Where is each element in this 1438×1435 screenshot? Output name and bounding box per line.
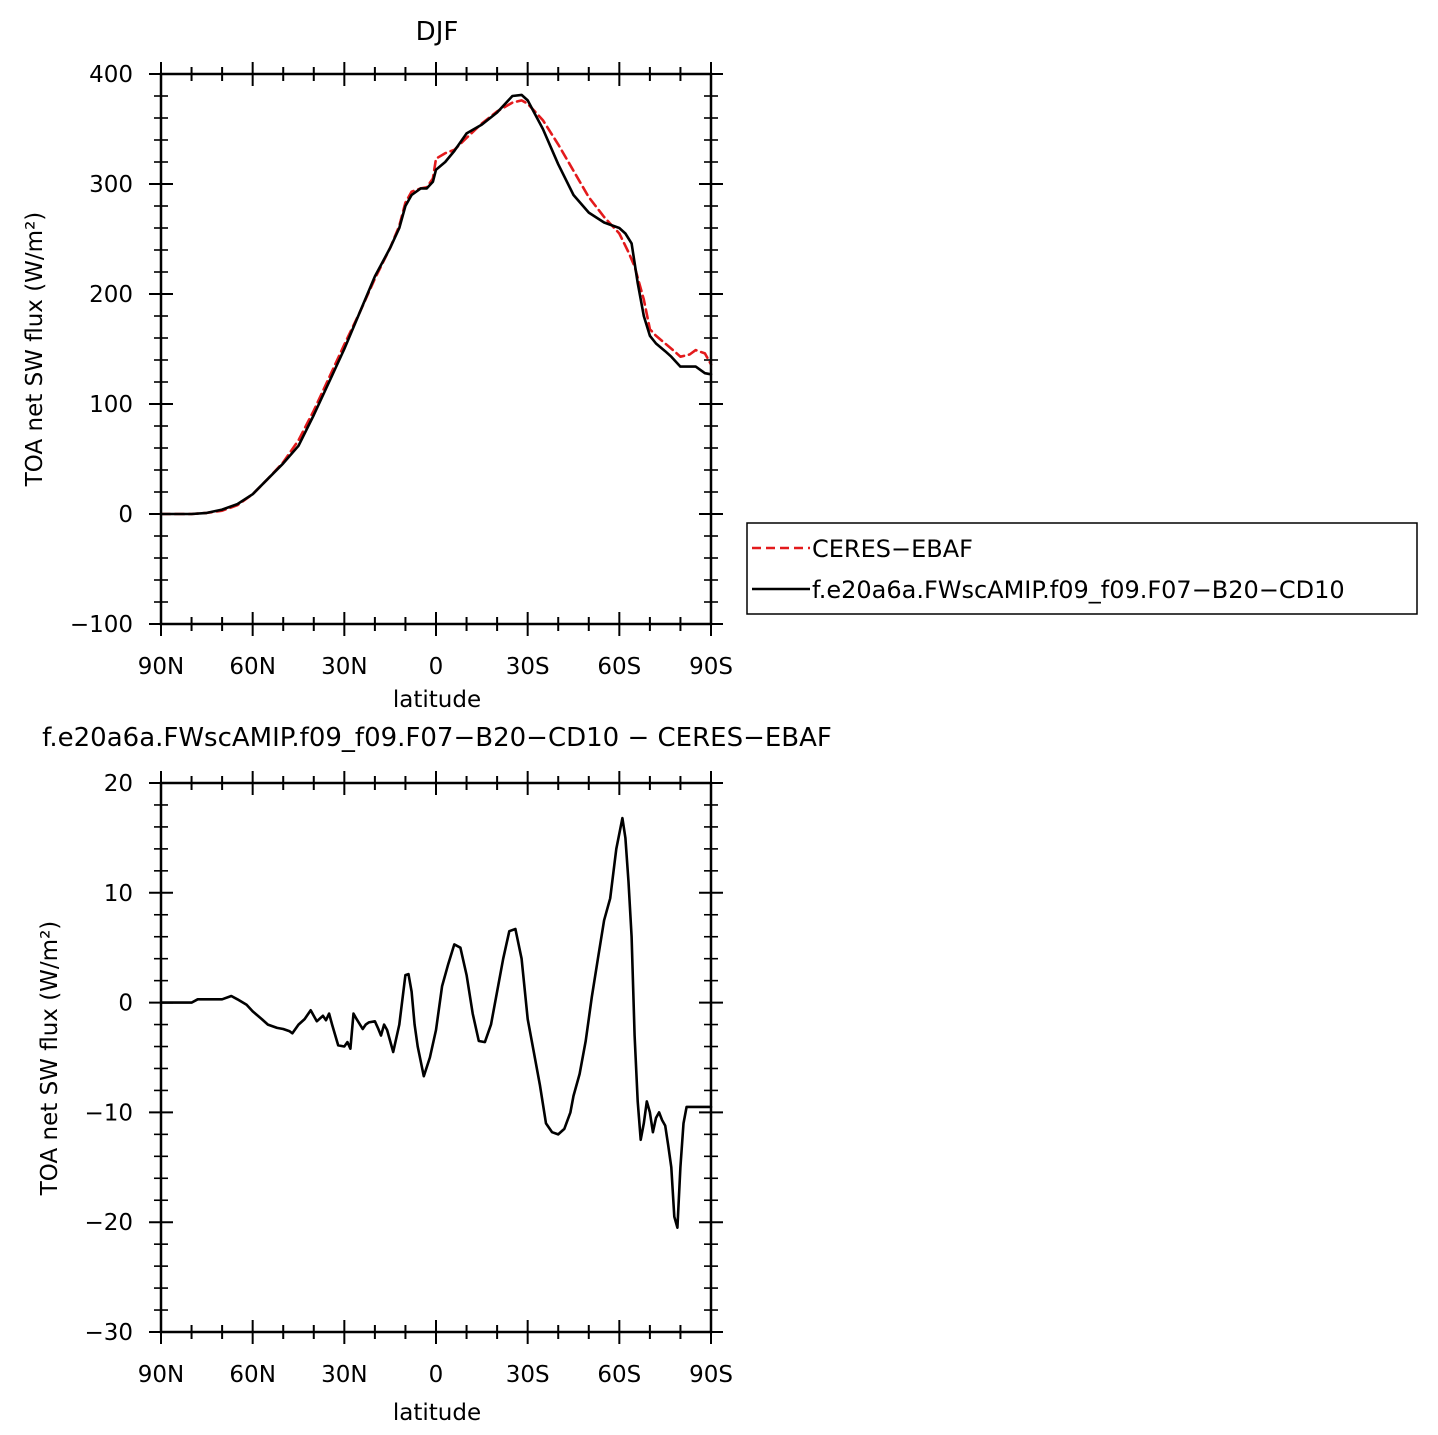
difference-x-tick-label: 30S [506, 1362, 550, 1388]
legend-label-model: f.e20a6a.FWscAMIP.f09_f09.F07−B20−CD10 [812, 576, 1345, 604]
flux-series-line-1 [159, 93, 713, 516]
difference-y-tick-label: −20 [84, 1210, 133, 1236]
flux-y-tick-label: 0 [118, 502, 133, 528]
flux-series-line-0 [159, 99, 713, 516]
difference-panel-title: f.e20a6a.FWscAMIP.f09_f09.F07−B20−CD10 −… [42, 723, 832, 753]
flux-y-tick-label: 300 [89, 172, 133, 198]
difference-axes: 90N 60N 30N 0 30S 60S 90S 20 10 0 −10 −20 −30 [84, 771, 733, 1388]
difference-x-tick-label: 30N [321, 1362, 367, 1388]
flux-axes: 90N 60N 30N 0 30S 60S 90S 400 300 200 100 0 −100 [70, 62, 733, 680]
difference-x-tick-label: 90S [689, 1362, 733, 1388]
legend-label-ceres: CERES−EBAF [812, 535, 973, 563]
flux-y-tick-label: 100 [89, 392, 133, 418]
legend-box [746, 522, 1418, 615]
flux-series [159, 93, 713, 516]
difference-x-tick-label: 90N [138, 1362, 184, 1388]
difference-panel: f.e20a6a.FWscAMIP.f09_f09.F07−B20−CD10 −… [37, 723, 832, 1426]
flux-plot-frame [159, 72, 713, 626]
flux-x-tick-label: 90S [689, 654, 733, 680]
difference-x-tick-label: 60N [229, 1362, 275, 1388]
legend: CERES−EBAF f.e20a6a.FWscAMIP.f09_f09.F07… [746, 522, 1418, 615]
flux-x-tick-label: 30S [506, 654, 550, 680]
difference-x-axis-label: latitude [393, 1400, 481, 1426]
difference-series-line-0 [159, 816, 713, 1229]
flux-y-axis-label: TOA net SW flux (W/m²) [22, 212, 48, 488]
flux-y-tick-label: −100 [70, 612, 133, 638]
difference-y-tick-label: 10 [104, 881, 133, 907]
flux-x-tick-label: 90N [138, 654, 184, 680]
flux-y-tick-label: 200 [89, 282, 133, 308]
flux-x-tick-label: 60S [597, 654, 641, 680]
difference-series [159, 816, 713, 1229]
flux-panel-title: DJF [416, 17, 459, 47]
difference-x-tick-label: 0 [429, 1362, 444, 1388]
flux-y-tick-label: 400 [89, 62, 133, 88]
difference-y-tick-label: −30 [84, 1320, 133, 1346]
flux-x-tick-label: 60N [229, 654, 275, 680]
flux-panel: DJF 90N 60N 30N 0 30S 60S 90S 400 300 200 100 0 −100… [22, 17, 733, 713]
difference-y-tick-label: −10 [84, 1100, 133, 1126]
difference-y-axis-label: TOA net SW flux (W/m²) [37, 921, 63, 1197]
difference-y-tick-label: 20 [104, 771, 133, 797]
difference-y-tick-label: 0 [118, 991, 133, 1017]
difference-x-tick-label: 60S [597, 1362, 641, 1388]
difference-plot-frame [159, 781, 713, 1334]
flux-x-axis-label: latitude [393, 687, 481, 713]
flux-x-tick-label: 0 [429, 654, 444, 680]
flux-x-tick-label: 30N [321, 654, 367, 680]
